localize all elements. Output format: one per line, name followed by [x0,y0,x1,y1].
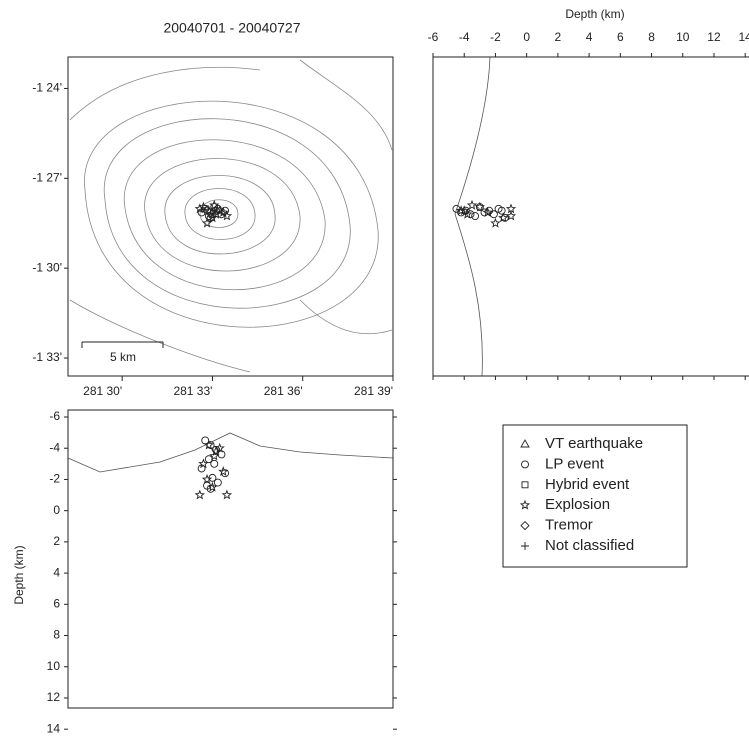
legend [502,424,688,568]
panel-frame [432,56,749,377]
y-tick-label: 12 [47,690,61,704]
marker [221,210,233,221]
marker [203,439,214,450]
x-tick-label: -2 [490,30,501,44]
legend-label: VT earthquake [545,435,643,452]
panel-frame [67,409,394,709]
legend-label: LP event [545,455,605,472]
marker [218,207,229,217]
marker [497,206,506,215]
marker [207,212,218,223]
axis-label: Depth (km) [565,7,624,21]
marker [455,205,467,216]
scale-bar-label: 5 km [110,350,136,364]
x-tick-label: -6 [428,30,439,44]
legend-symbol [521,481,529,489]
marker [221,489,233,500]
legend-symbol [520,439,530,448]
legend-symbol [521,460,529,469]
y-tick-label: -1 24' [32,81,62,95]
profiles [67,56,491,473]
marker [201,217,213,228]
marker [490,217,501,228]
marker [194,489,206,500]
legend-symbol [521,542,529,550]
contours [69,59,393,373]
axis-label: Depth (km) [12,545,26,604]
x-tick-label: 281 30' [83,384,122,398]
chart-title: 20040701 - 20040727 [163,20,300,36]
marker [209,450,220,461]
legend-label: Not classified [545,537,634,554]
legend-symbol [520,520,530,531]
marker [480,208,489,217]
x-tick-label: 281 36' [264,384,303,398]
y-tick-label: 6 [53,596,60,610]
marker [218,466,229,477]
y-tick-label: 10 [47,659,61,673]
y-tick-label: -1 30' [32,260,62,274]
legend-symbol [519,499,531,510]
marker [207,481,218,492]
marker [497,212,509,223]
y-tick-label: 8 [53,628,60,642]
y-tick-label: -4 [49,440,60,454]
marker [208,210,217,219]
y-tick-label: -1 27' [32,170,62,184]
y-tick-label: 0 [53,503,60,517]
x-tick-label: 4 [586,30,593,44]
x-tick-label: 281 39' [354,384,393,398]
marker [489,210,498,219]
x-tick-label: 10 [676,30,690,44]
marker [505,203,517,214]
x-tick-label: 8 [648,30,655,44]
y-tick-label: 14 [47,721,61,735]
marker [210,459,219,468]
y-tick-label: -2 [49,472,60,486]
x-tick-label: 6 [617,30,624,44]
x-tick-label: 281 33' [173,384,212,398]
marker [505,210,517,221]
marker [466,199,478,210]
y-tick-label: -6 [49,409,60,423]
marker [471,212,480,221]
marker [209,199,220,210]
y-tick-label: 4 [53,565,60,579]
legend-label: Tremor [545,517,593,534]
marker [194,203,206,214]
legend-label: Explosion [545,496,610,513]
y-tick-label: -1 33' [32,350,62,364]
marker [458,205,470,216]
marker [210,203,219,212]
x-tick-label: -4 [459,30,470,44]
legend-label: Hybrid event [545,476,630,493]
marker [214,205,225,216]
marker [201,473,213,484]
x-tick-label: 0 [523,30,530,44]
marker [474,201,486,212]
x-tick-label: 2 [555,30,562,44]
panel-frame [67,56,394,377]
x-tick-label: 14 [739,30,749,44]
marker [198,458,209,469]
marker [482,207,493,217]
y-tick-label: 2 [53,534,60,548]
marker [214,442,225,453]
marker [213,478,222,487]
x-tick-label: 12 [707,30,721,44]
